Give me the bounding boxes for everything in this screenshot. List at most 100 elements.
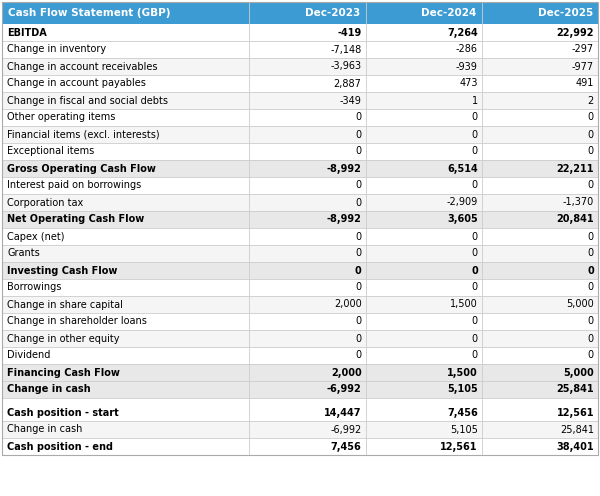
Bar bbox=[250, 228, 365, 245]
Text: -6,992: -6,992 bbox=[331, 425, 362, 434]
Bar bbox=[250, 279, 365, 296]
Text: Change in fiscal and social debts: Change in fiscal and social debts bbox=[7, 96, 168, 106]
Bar bbox=[2, 211, 250, 228]
Bar bbox=[2, 2, 250, 24]
Text: Interest paid on borrowings: Interest paid on borrowings bbox=[7, 181, 141, 190]
Bar bbox=[482, 438, 598, 455]
Text: 25,841: 25,841 bbox=[556, 384, 594, 394]
Bar bbox=[2, 143, 250, 160]
Bar bbox=[365, 381, 482, 398]
Text: -939: -939 bbox=[456, 62, 478, 71]
Text: 0: 0 bbox=[355, 232, 362, 242]
Text: 0: 0 bbox=[472, 181, 478, 190]
Bar bbox=[250, 58, 365, 75]
Text: -3,963: -3,963 bbox=[331, 62, 362, 71]
Text: 491: 491 bbox=[575, 78, 594, 88]
Text: -419: -419 bbox=[337, 27, 362, 38]
Bar bbox=[365, 109, 482, 126]
Text: 0: 0 bbox=[472, 146, 478, 157]
Bar bbox=[2, 41, 250, 58]
Text: 0: 0 bbox=[472, 248, 478, 258]
Bar bbox=[2, 347, 250, 364]
Bar bbox=[250, 262, 365, 279]
Bar bbox=[365, 24, 482, 41]
Bar bbox=[2, 228, 250, 245]
Text: 0: 0 bbox=[355, 351, 362, 361]
Bar bbox=[482, 41, 598, 58]
Text: Borrowings: Borrowings bbox=[7, 283, 61, 293]
Text: 0: 0 bbox=[472, 232, 478, 242]
Text: 38,401: 38,401 bbox=[556, 441, 594, 451]
Bar bbox=[250, 126, 365, 143]
Bar bbox=[2, 24, 250, 41]
Text: 0: 0 bbox=[355, 265, 362, 275]
Text: 0: 0 bbox=[588, 181, 594, 190]
Bar bbox=[2, 296, 250, 313]
Bar bbox=[365, 177, 482, 194]
Bar bbox=[2, 126, 250, 143]
Bar bbox=[482, 160, 598, 177]
Text: -286: -286 bbox=[456, 45, 478, 55]
Text: Change in inventory: Change in inventory bbox=[7, 45, 106, 55]
Bar bbox=[482, 24, 598, 41]
Text: Change in cash: Change in cash bbox=[7, 425, 82, 434]
Bar bbox=[250, 245, 365, 262]
Bar bbox=[365, 194, 482, 211]
Text: 14,447: 14,447 bbox=[324, 408, 362, 418]
Bar bbox=[482, 109, 598, 126]
Text: Financing Cash Flow: Financing Cash Flow bbox=[7, 368, 120, 377]
Bar bbox=[2, 75, 250, 92]
Text: Change in share capital: Change in share capital bbox=[7, 300, 123, 310]
Text: Capex (net): Capex (net) bbox=[7, 232, 65, 242]
Text: -2,909: -2,909 bbox=[446, 197, 478, 207]
Bar bbox=[365, 2, 482, 24]
Bar bbox=[2, 194, 250, 211]
Text: 22,992: 22,992 bbox=[557, 27, 594, 38]
Text: 7,456: 7,456 bbox=[331, 441, 362, 451]
Text: 0: 0 bbox=[588, 146, 594, 157]
Text: 5,000: 5,000 bbox=[566, 300, 594, 310]
Bar bbox=[365, 58, 482, 75]
Text: Dec-2024: Dec-2024 bbox=[421, 8, 477, 18]
Bar bbox=[482, 245, 598, 262]
Bar bbox=[482, 279, 598, 296]
Bar bbox=[250, 92, 365, 109]
Bar bbox=[482, 58, 598, 75]
Text: Cash Flow Statement (GBP): Cash Flow Statement (GBP) bbox=[8, 8, 170, 18]
Bar bbox=[250, 313, 365, 330]
Bar bbox=[365, 330, 482, 347]
Bar bbox=[250, 143, 365, 160]
Text: 12,561: 12,561 bbox=[440, 441, 478, 451]
Bar bbox=[2, 313, 250, 330]
Text: 0: 0 bbox=[355, 181, 362, 190]
Bar bbox=[365, 160, 482, 177]
Bar bbox=[250, 194, 365, 211]
Bar bbox=[250, 330, 365, 347]
Text: -1,370: -1,370 bbox=[563, 197, 594, 207]
Text: 0: 0 bbox=[355, 316, 362, 326]
Text: Grants: Grants bbox=[7, 248, 40, 258]
Text: Dec-2025: Dec-2025 bbox=[538, 8, 593, 18]
Bar bbox=[2, 92, 250, 109]
Text: 0: 0 bbox=[355, 129, 362, 139]
Bar bbox=[365, 126, 482, 143]
Text: -8,992: -8,992 bbox=[326, 164, 362, 174]
Text: Change in cash: Change in cash bbox=[7, 384, 91, 394]
Text: Dividend: Dividend bbox=[7, 351, 50, 361]
Text: Cash position - start: Cash position - start bbox=[7, 408, 119, 418]
Text: 5,105: 5,105 bbox=[450, 425, 478, 434]
Text: 12,561: 12,561 bbox=[557, 408, 594, 418]
Text: Exceptional items: Exceptional items bbox=[7, 146, 94, 157]
Bar bbox=[482, 421, 598, 438]
Text: 0: 0 bbox=[587, 265, 594, 275]
Text: 1: 1 bbox=[472, 96, 478, 106]
Bar bbox=[250, 364, 365, 381]
Bar bbox=[365, 92, 482, 109]
Bar bbox=[482, 404, 598, 421]
Text: Dec-2023: Dec-2023 bbox=[305, 8, 361, 18]
Bar bbox=[365, 41, 482, 58]
Bar bbox=[365, 228, 482, 245]
Bar bbox=[2, 279, 250, 296]
Bar bbox=[365, 143, 482, 160]
Bar bbox=[482, 228, 598, 245]
